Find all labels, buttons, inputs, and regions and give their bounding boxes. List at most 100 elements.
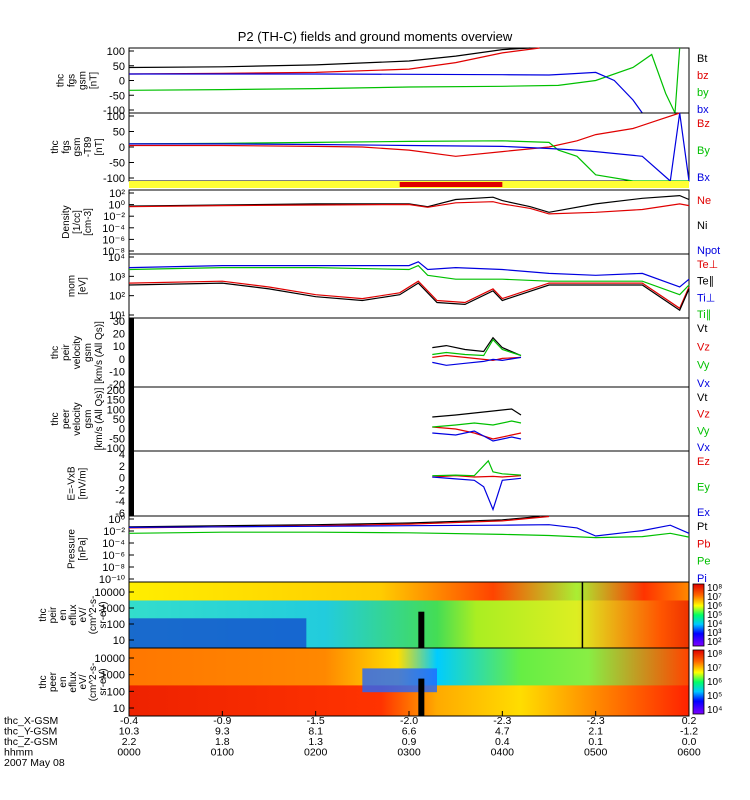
- colorbar-tick-label: 10⁷: [707, 592, 722, 603]
- series-Ex-line: [432, 476, 522, 512]
- legend-Bz: Bz: [697, 118, 710, 130]
- y-tick-label: 10⁻⁶: [102, 550, 125, 562]
- series-Pi-line: [128, 524, 690, 537]
- series-Bz-line: [129, 112, 680, 157]
- x-row-value: 0500: [584, 747, 608, 759]
- y-tick-label: 200: [107, 385, 125, 397]
- x-row-value: 0.2: [682, 715, 697, 727]
- y-axis-label-line: thc: [50, 346, 61, 359]
- x-row-label-thc_X-GSM: thc_X-GSM: [4, 715, 58, 727]
- legend-Vx: Vx: [697, 378, 710, 390]
- y-tick-label: 0: [119, 424, 125, 436]
- y-tick-label: 10⁻⁴: [102, 538, 125, 550]
- y-tick-label: -50: [109, 433, 125, 445]
- panel-2: 100 50 0 -50 -100 thcfgsgsm-T89[nT] Bz By Bx: [50, 111, 710, 185]
- legend-Te∥: Te∥: [697, 276, 714, 288]
- colorbar-tick-label: 10⁴: [707, 705, 722, 716]
- y-axis-label-line: thc: [38, 675, 49, 688]
- x-row-value: -2.0: [400, 715, 418, 727]
- y-axis-label-line: eflux: [68, 671, 79, 692]
- panel-frame: [128, 189, 690, 255]
- legend-Ni: Ni: [697, 220, 707, 232]
- colorbar-tick-label: 10⁵: [707, 691, 722, 702]
- colorbar-tick-label: 10³: [707, 628, 722, 639]
- series-Bt-line: [128, 47, 531, 69]
- legend-Pi: Pi: [697, 573, 707, 585]
- series-Pt-line: [128, 515, 540, 528]
- y-axis-label-line: [km/s (All Qs)]: [94, 387, 105, 450]
- y-axis-label: thcpeerenefluxeV/(cm^2-s-sr-eV): [38, 663, 109, 702]
- x-row-label-thc_Z-GSM: thc_Z-GSM: [4, 736, 58, 748]
- series-Vt-line: [432, 336, 522, 357]
- y-axis-label-line: [eV]: [78, 277, 89, 295]
- series-Te∥-line: [128, 282, 690, 312]
- series-bz-line: [128, 47, 540, 75]
- colorbar: [692, 649, 705, 715]
- data-gap-band: [418, 678, 425, 716]
- y-axis-label-line: thc: [50, 412, 61, 425]
- y-axis-label-line: eV/: [78, 674, 89, 689]
- y-tick-label: 10⁴: [108, 252, 125, 264]
- y-axis-label-line: gsm: [83, 410, 94, 429]
- y-tick-label: 1000: [101, 670, 125, 682]
- panel-7: 420-2-4-6 E=-VxB[mV/m] Ez Ey Ex: [67, 449, 711, 520]
- series-Ne-line: [128, 201, 690, 215]
- y-tick-label: 2: [119, 461, 125, 473]
- data-gap-band: [418, 611, 425, 648]
- y-tick-label: 0: [119, 76, 125, 88]
- y-tick-label: 10⁰: [108, 514, 125, 526]
- spectrogram-1: 10000 1000 100 10 thcpeirenefluxeV/(cm^2-s-s…: [38, 581, 722, 649]
- y-axis-label-line: gsm: [72, 138, 83, 157]
- y-axis-label: thcpeervelocitygsm[km/s (All Qs)]: [50, 387, 105, 450]
- y-tick-label: 0: [119, 354, 125, 366]
- legend-By: By: [697, 145, 710, 157]
- colorbar-tick-label: 10⁶: [707, 601, 722, 612]
- panel-frame: [128, 386, 690, 452]
- y-tick-label: 20: [113, 329, 125, 341]
- y-axis-label-line: (cm^2-s-: [88, 596, 99, 635]
- y-axis-label-line: velocity: [72, 402, 83, 435]
- spectrogram-blue-region: [362, 668, 437, 693]
- series-By-line: [128, 140, 689, 182]
- legend-bz: bz: [697, 70, 709, 82]
- y-axis-label-line: gsm: [78, 71, 89, 90]
- x-row-value: 2.2: [122, 736, 137, 748]
- x-row-label-thc_Y-GSM: thc_Y-GSM: [4, 726, 57, 738]
- x-row-label-hhmm: hhmm: [4, 747, 33, 759]
- colorbar-tick-label: 10⁴: [707, 619, 722, 630]
- chart-title: P2 (TH-C) fields and ground moments over…: [237, 29, 513, 44]
- y-axis-label-line: fgs: [67, 74, 78, 87]
- series-Vx-line: [432, 430, 522, 442]
- y-tick-label: 10000: [94, 653, 125, 665]
- x-row-value: -2.3: [493, 715, 511, 727]
- y-tick-label: 10²: [109, 291, 125, 303]
- y-axis-label: Density[1/cc][cm-3]: [61, 205, 94, 238]
- y-tick-label: 10⁻¹⁰: [99, 574, 126, 586]
- legend-Vy: Vy: [697, 425, 710, 437]
- y-axis-label-line: eV/: [78, 607, 89, 622]
- y-tick-label: 50: [113, 127, 125, 139]
- y-axis-label-line: peir: [48, 606, 59, 623]
- legend-Ne: Ne: [697, 195, 711, 207]
- y-tick-label: 10⁻⁴: [102, 223, 125, 235]
- legend-by: by: [697, 87, 709, 99]
- panel-frame: [128, 253, 690, 319]
- legend-Vt: Vt: [697, 323, 707, 335]
- x-row-value: 0100: [211, 747, 235, 759]
- legend-bx: bx: [697, 104, 709, 116]
- y-tick-label: 10²: [109, 188, 125, 200]
- y-tick-label: 30: [113, 316, 125, 328]
- colorbar-tick-label: 10²: [707, 637, 722, 648]
- panel-frame: [128, 450, 690, 517]
- y-axis-label: Pressure[nPa]: [67, 529, 89, 569]
- legend-Te⊥: Te⊥: [697, 259, 718, 271]
- x-row-value: 9.3: [215, 726, 230, 738]
- x-row-value: -1.5: [307, 715, 325, 727]
- series-Vx-line: [432, 356, 522, 366]
- x-row-value: 8.1: [308, 726, 323, 738]
- y-tick-label: 100: [107, 46, 125, 58]
- legend-Vx: Vx: [697, 442, 710, 454]
- x-row-value: 0.9: [402, 736, 417, 748]
